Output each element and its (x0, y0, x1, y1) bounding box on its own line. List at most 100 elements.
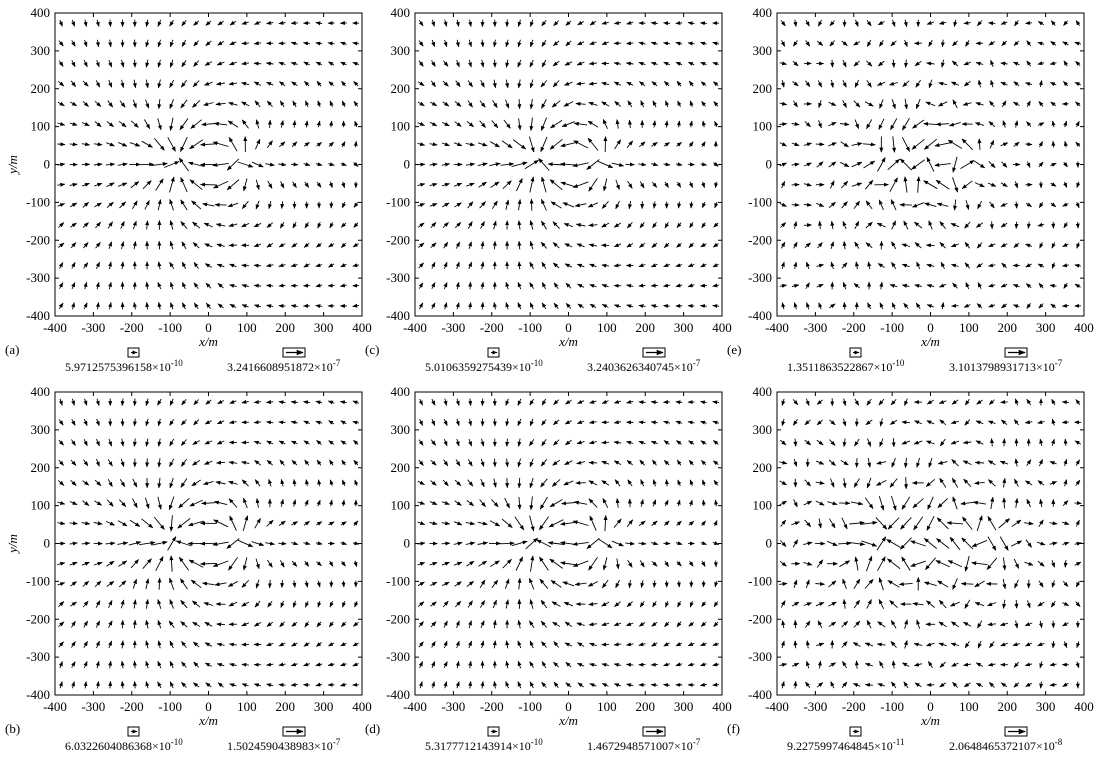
vector-arrow (443, 302, 448, 310)
vector-arrow (190, 579, 202, 589)
vector-arrow (266, 683, 274, 688)
vector-arrow (701, 601, 707, 607)
x-tick-label: -400 (765, 320, 789, 335)
vector-arrow (816, 399, 824, 405)
vector-arrow (480, 620, 485, 629)
vector-arrow (181, 261, 187, 270)
vector-arrow (169, 555, 174, 572)
vector-arrow (551, 100, 561, 108)
vector-arrow (793, 40, 798, 47)
vector-arrow (816, 283, 824, 288)
vector-arrow (205, 40, 212, 46)
vector-arrow (266, 621, 274, 627)
vector-arrow (950, 420, 959, 425)
vector-arrow (714, 201, 719, 209)
vector-arrow (911, 159, 925, 170)
vector-arrow (805, 282, 810, 289)
vector-arrow (1050, 600, 1056, 608)
vector-arrow (714, 120, 719, 128)
vector-arrow (517, 640, 522, 649)
vector-arrow (181, 641, 187, 648)
vector-arrow (491, 499, 499, 508)
vector-arrow (108, 39, 113, 48)
vector-arrow (700, 662, 707, 667)
vector-arrow (793, 499, 798, 508)
panel-label: (c) (365, 342, 379, 357)
vector-arrow (806, 302, 810, 310)
vector-arrow (169, 220, 174, 230)
vector-arrow (216, 420, 225, 425)
vector-arrow (95, 620, 101, 628)
vector-arrow (1038, 101, 1044, 107)
vector-arrow (806, 660, 810, 669)
vector-arrow (911, 138, 925, 150)
vector-arrow (842, 438, 847, 448)
vector-arrow (93, 162, 103, 167)
y-tick-label: 200 (753, 460, 773, 475)
vector-arrow (687, 642, 695, 647)
vector-arrow (664, 499, 669, 507)
vector-arrow (1074, 541, 1082, 546)
vector-arrow (290, 420, 298, 425)
vector-arrow (328, 61, 335, 66)
vector-arrow (563, 223, 574, 228)
vector-arrow (120, 458, 125, 468)
vector-arrow (573, 121, 588, 126)
vector-arrow (492, 458, 497, 468)
vector-arrow (315, 304, 323, 309)
vector-arrow (193, 282, 199, 289)
vector-arrow (217, 399, 225, 405)
vector-arrow (107, 478, 113, 488)
vector-arrow (181, 661, 187, 668)
vector-arrow (627, 100, 633, 108)
vector-arrow (541, 398, 547, 406)
vector-arrow (278, 400, 286, 405)
vector-arrow (910, 560, 926, 567)
vector-arrow (492, 220, 497, 230)
scale-max-exponent: -8 (1055, 737, 1063, 747)
vector-arrow (1062, 500, 1069, 507)
vector-arrow (701, 181, 705, 189)
vector-arrow (1000, 419, 1008, 425)
vector-arrow (228, 556, 238, 571)
vector-arrow (712, 400, 720, 405)
vector-arrow (57, 521, 66, 526)
vector-arrow (213, 180, 229, 189)
vector-arrow (780, 241, 786, 249)
vector-arrow (292, 221, 297, 229)
vector-arrow (492, 599, 497, 609)
scale-max-box (1004, 347, 1028, 358)
vector-arrow (1049, 541, 1058, 546)
vector-arrow (119, 201, 126, 209)
vector-arrow (552, 242, 560, 249)
vector-arrow (1063, 140, 1068, 148)
vector-arrow (840, 122, 850, 127)
vector-arrow (699, 21, 707, 26)
vector-arrow (217, 682, 224, 688)
vector-arrow (613, 642, 622, 647)
vector-arrow (517, 619, 522, 629)
vector-arrow (1062, 601, 1070, 606)
scale-max-exponent: -7 (693, 358, 701, 368)
vector-arrow (253, 263, 262, 268)
vector-arrow (216, 622, 225, 627)
vector-arrow (505, 640, 510, 649)
vector-arrow (480, 59, 485, 68)
x-tick-label: 0 (565, 320, 572, 335)
vector-arrow (675, 400, 683, 405)
vector-arrow (675, 440, 682, 445)
vector-arrow (181, 39, 187, 48)
vector-arrow (829, 439, 836, 446)
vector-arrow (453, 521, 463, 526)
vector-arrow (505, 681, 510, 689)
vector-arrow (529, 176, 535, 193)
vector-arrow (867, 261, 872, 270)
vector-arrow (341, 80, 346, 87)
vector-arrow (191, 200, 202, 210)
vector-arrow (505, 599, 510, 609)
y-tick-label: 0 (404, 157, 411, 172)
vector-arrow (132, 599, 137, 609)
vector-arrow (529, 681, 534, 689)
x-tick-label: 200 (636, 320, 656, 335)
vector-arrow (828, 601, 837, 607)
